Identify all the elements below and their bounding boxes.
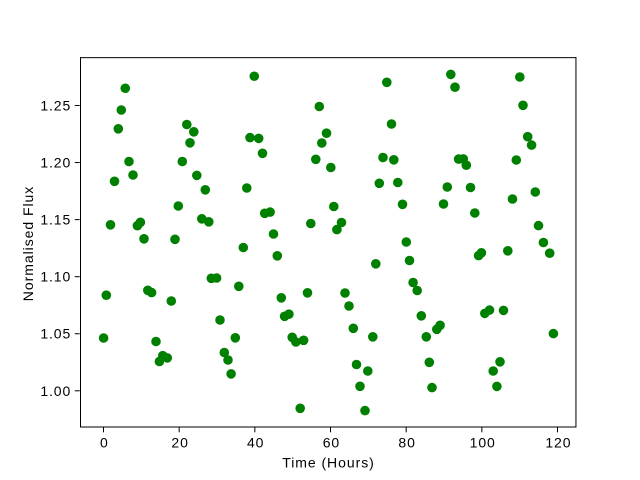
svg-text:40: 40 [247,435,264,451]
svg-text:1.20: 1.20 [40,155,71,171]
svg-text:1.15: 1.15 [40,212,71,228]
svg-text:1.10: 1.10 [40,269,71,285]
svg-text:60: 60 [323,435,340,451]
svg-text:Time (Hours): Time (Hours) [282,455,375,471]
svg-text:120: 120 [545,435,571,451]
svg-text:1.00: 1.00 [40,383,71,399]
svg-text:1.25: 1.25 [40,98,71,114]
svg-text:1.05: 1.05 [40,326,71,342]
svg-text:80: 80 [398,435,415,451]
svg-text:100: 100 [470,435,496,451]
svg-text:20: 20 [171,435,188,451]
svg-text:0: 0 [100,435,109,451]
svg-text:Normalised Flux: Normalised Flux [20,186,36,301]
